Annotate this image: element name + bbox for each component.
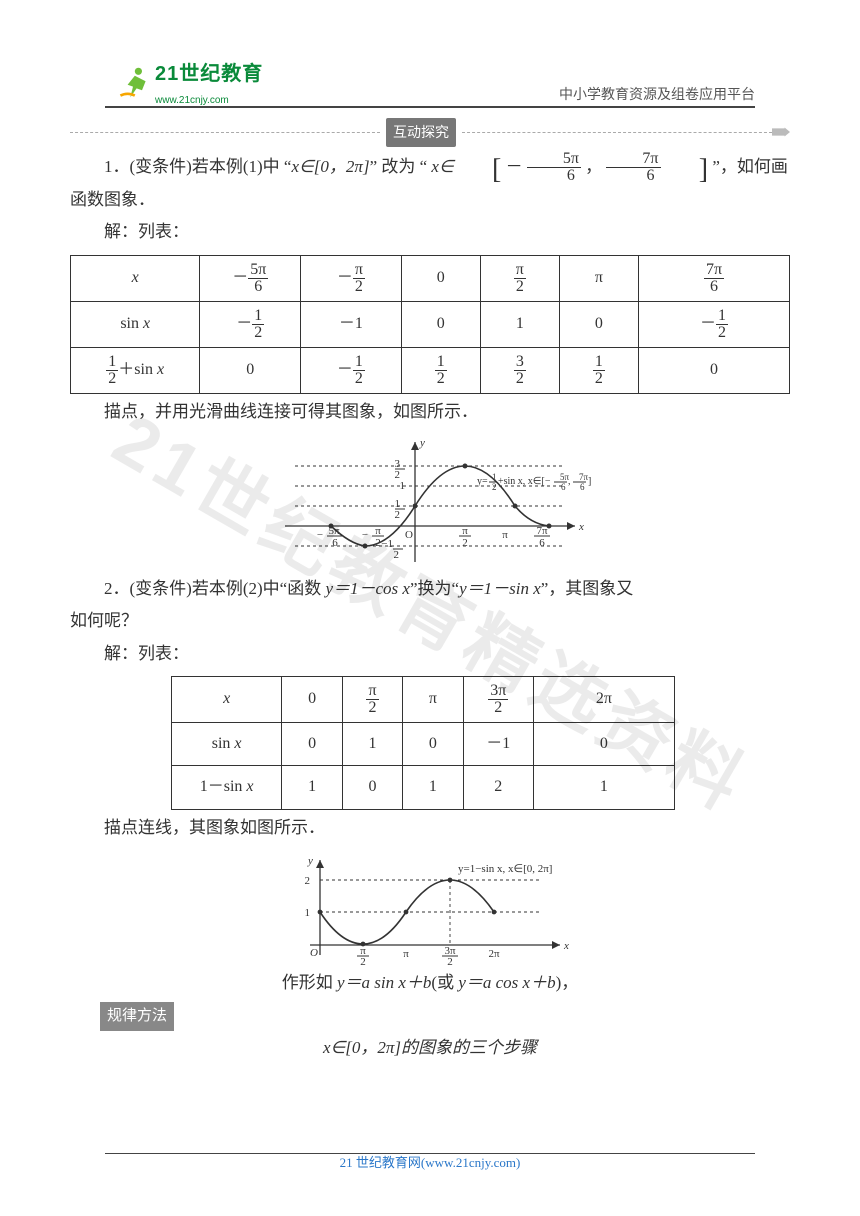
table-row: x 0 π2 π 3π2 2π	[171, 676, 674, 722]
svg-text:6: 6	[580, 482, 585, 492]
svg-text:6: 6	[561, 482, 566, 492]
page-footer: 21 世纪教育网(www.21cnjy.com)	[0, 1151, 860, 1176]
svg-text:1: 1	[305, 907, 311, 919]
svg-text:O: O	[310, 947, 318, 959]
table-row: 1－sin x 1 0 1 2 1	[171, 766, 674, 809]
fig1-caption: 描点，并用光滑曲线连接可得其图象，如图所示．	[70, 396, 790, 428]
chart2: x y O 2 1 π2 π 3π2 2π y=1−sin x,	[280, 850, 580, 965]
svg-text:6: 6	[539, 537, 545, 549]
table-row: sin x 0 1 0 －1 0	[171, 722, 674, 765]
problem2-line2: 如何呢？	[70, 605, 790, 637]
table2: x 0 π2 π 3π2 2π sin x 0 1 0 －1 0 1－sin x…	[171, 676, 675, 810]
svg-text:2: 2	[492, 482, 497, 492]
closing-line2: x∈[0，2π]的图象的三个步骤	[70, 1032, 790, 1064]
svg-text:+sin x, x∈[−: +sin x, x∈[−	[498, 476, 551, 487]
rule-tag: 规律方法	[100, 1002, 174, 1031]
svg-text:,: ,	[568, 476, 571, 487]
table1: x －5π6 －π2 0 π2 π 7π6 sin x －12 －1 0 1 0…	[70, 255, 790, 394]
chart1: x y O 32 1 12 −12 −5π6 −π2 π2 π 7π6	[265, 434, 595, 569]
running-man-icon	[115, 65, 151, 101]
svg-text:y=: y=	[477, 476, 488, 487]
problem2-line1: 2．(变条件)若本例(2)中“函数 y＝1－cos x”换为“y＝1－sin x…	[70, 573, 790, 605]
svg-text:2: 2	[462, 537, 468, 549]
svg-text:2: 2	[447, 956, 453, 965]
svg-text:2π: 2π	[488, 948, 500, 960]
table-row: sin x －12 －1 0 1 0 －12	[71, 301, 790, 347]
svg-text:2: 2	[395, 509, 401, 521]
svg-text:1: 1	[492, 472, 497, 482]
svg-text:O: O	[405, 529, 413, 541]
arrow-right-icon	[772, 127, 790, 137]
svg-text:x: x	[563, 940, 569, 952]
svg-text:−: −	[362, 529, 368, 541]
svg-text:π: π	[502, 529, 508, 541]
table-row: x －5π6 －π2 0 π2 π 7π6	[71, 255, 790, 301]
problem1-line2: 函数图象．	[70, 184, 790, 216]
svg-text:y: y	[419, 437, 425, 449]
svg-text:1: 1	[400, 480, 406, 492]
brand-name: 21世纪教育	[155, 63, 263, 85]
svg-text:π: π	[462, 525, 468, 537]
svg-text:2: 2	[305, 875, 311, 887]
header-rule	[105, 106, 755, 108]
svg-text:x: x	[578, 521, 584, 533]
table-row: 12＋sin x 0 －12 12 32 12 0	[71, 347, 790, 393]
problem1-line1: 1．(变条件)若本例(1)中 “x∈[0，2π]” 改为 “ x∈ [ － 5π…	[70, 151, 790, 185]
svg-text:6: 6	[332, 537, 338, 549]
svg-text:2: 2	[360, 956, 366, 965]
closing-line1: 作形如 y＝a sin x＋b(或 y＝a cos x＋b)，	[70, 967, 790, 999]
svg-text:]: ]	[588, 476, 591, 487]
svg-text:y: y	[307, 855, 313, 867]
svg-text:−1: −1	[381, 538, 393, 550]
logo: 21世纪教育 www.21cnjy.com	[115, 55, 263, 110]
svg-text:2: 2	[394, 549, 400, 561]
svg-text:y=1−sin x, x∈[0, 2π]: y=1−sin x, x∈[0, 2π]	[458, 863, 552, 875]
svg-text:7π: 7π	[536, 525, 548, 537]
svg-text:π: π	[403, 948, 409, 960]
svg-text:π: π	[375, 525, 381, 537]
banner-label: 互动探究	[386, 118, 456, 147]
problem1-solve: 解：列表：	[70, 216, 790, 248]
problem2-solve: 解：列表：	[70, 638, 790, 670]
section-banner: 互动探究	[70, 118, 790, 147]
page-header: 21世纪教育 www.21cnjy.com 中小学教育资源及组卷应用平台	[115, 55, 755, 110]
fig2-caption: 描点连线，其图象如图所示．	[70, 812, 790, 844]
svg-text:−: −	[317, 529, 323, 541]
